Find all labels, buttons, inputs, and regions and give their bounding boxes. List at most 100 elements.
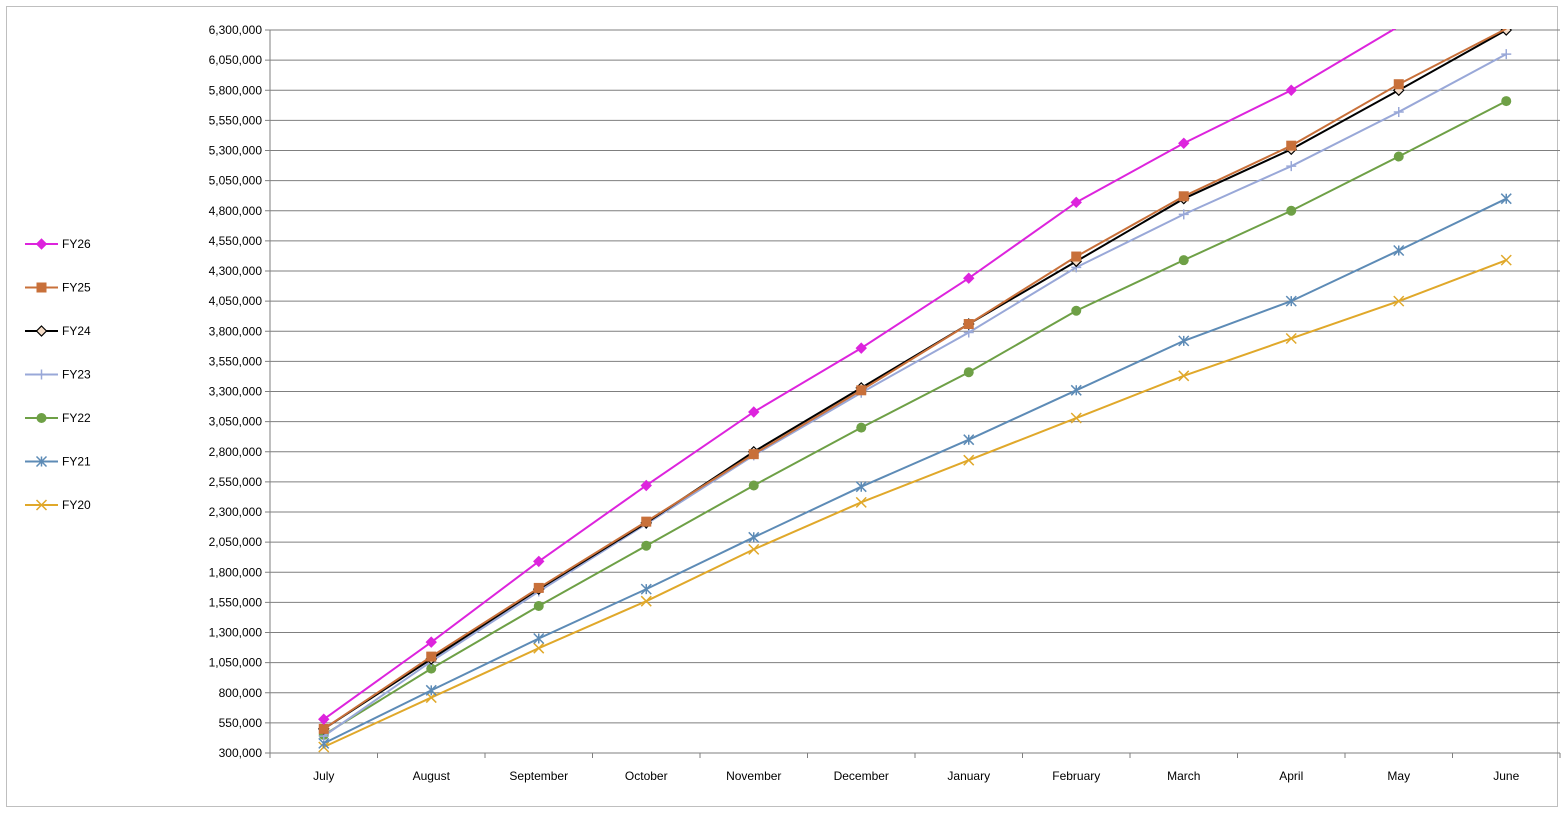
- data-point-fy22: [1286, 205, 1297, 216]
- y-tick-label: 300,000: [219, 746, 263, 760]
- data-point-fy25: [1393, 79, 1404, 90]
- data-point-fy22: [1071, 305, 1082, 316]
- y-tick-label: 4,800,000: [209, 204, 263, 218]
- x-tick-label: December: [834, 769, 889, 783]
- data-point-fy22: [1501, 96, 1512, 107]
- series-line-fy20: [323, 259, 1507, 748]
- y-tick-label: 3,050,000: [209, 415, 263, 429]
- legend-label-fy25: FY25: [62, 281, 91, 295]
- legend: FY26 FY25 FY24 FY23 FY22 FY21 FY20: [25, 237, 91, 512]
- series-fy20: [318, 254, 1512, 753]
- x-tick-label: January: [947, 769, 990, 783]
- data-point-fy25: [1071, 251, 1082, 262]
- series-line-fy24: [323, 29, 1507, 730]
- data-point-fy23: [1286, 161, 1297, 172]
- series-fy24: [317, 29, 1513, 735]
- data-point-fy25: [963, 319, 974, 330]
- y-tick-label: 6,300,000: [209, 23, 263, 37]
- data-point-fy21: [1500, 193, 1512, 205]
- series-line-fy26: [323, 29, 1397, 721]
- data-point-fy26: [748, 406, 760, 418]
- legend-item-fy25: FY25: [25, 281, 91, 295]
- y-tick-label: 5,050,000: [209, 174, 263, 188]
- data-point-fy26: [425, 636, 437, 648]
- data-point-fy21: [640, 583, 652, 595]
- data-point-fy22: [533, 600, 544, 611]
- data-point-fy20: [1500, 254, 1512, 266]
- data-point-fy23: [1501, 49, 1512, 60]
- data-point-fy20: [1285, 332, 1297, 345]
- data-point-fy21: [1178, 335, 1190, 347]
- data-point-fy20: [1178, 370, 1190, 382]
- legend-item-fy20: FY20: [25, 498, 91, 512]
- x-tick-label: September: [509, 769, 568, 783]
- y-tick-label: 5,300,000: [209, 144, 263, 158]
- data-point-fy26: [1285, 84, 1297, 96]
- data-point-fy26: [640, 479, 652, 492]
- y-tick-label: 1,050,000: [209, 656, 263, 670]
- data-point-fy20: [748, 543, 760, 555]
- data-point-fy25: [426, 651, 437, 662]
- series-fy23: [318, 49, 1512, 742]
- y-tick-label: 2,050,000: [209, 535, 263, 549]
- series-line-fy23: [323, 53, 1507, 737]
- y-tick-label: 2,300,000: [209, 505, 263, 519]
- legend-label-fy23: FY23: [62, 368, 91, 382]
- data-point-fy20: [1070, 412, 1082, 424]
- y-tick-label: 3,300,000: [209, 385, 263, 399]
- x-tick-label: October: [625, 769, 668, 783]
- data-point-fy23: [1178, 209, 1189, 220]
- series-line-fy22: [323, 100, 1507, 736]
- data-point-fy26: [318, 713, 330, 725]
- x-tick-label: April: [1279, 769, 1303, 783]
- data-point-fy21: [1285, 295, 1297, 307]
- y-tick-label: 1,550,000: [209, 595, 263, 609]
- legend-item-fy24: FY24: [25, 324, 91, 338]
- data-point-fy21: [963, 434, 975, 446]
- y-tick-label: 4,050,000: [209, 294, 263, 308]
- legend-item-fy21: FY21: [25, 455, 91, 469]
- y-tick-label: 1,800,000: [209, 565, 263, 579]
- legend-label-fy20: FY20: [62, 498, 91, 512]
- data-point-fy25: [1178, 191, 1189, 202]
- data-point-fy26: [1178, 137, 1190, 149]
- y-tick-label: 1,300,000: [209, 626, 263, 640]
- data-point-fy21: [1393, 244, 1405, 257]
- data-point-fy20: [963, 454, 975, 466]
- y-tick-label: 3,550,000: [209, 354, 263, 368]
- data-point-fy26: [963, 272, 975, 284]
- legend-marker-fy20: [35, 499, 48, 511]
- y-tick-label: 5,800,000: [209, 83, 263, 97]
- legend-marker-fy23: [36, 369, 47, 380]
- series-line-fy25: [323, 29, 1507, 730]
- series-line-fy21: [323, 197, 1507, 745]
- y-tick-label: 4,300,000: [209, 264, 263, 278]
- y-tick-label: 800,000: [219, 686, 263, 700]
- legend-item-fy26: FY26: [25, 237, 91, 251]
- gridlines: [265, 29, 1560, 754]
- data-point-fy25: [1286, 140, 1297, 151]
- data-point-fy21: [1070, 384, 1082, 396]
- legend-marker-fy26: [35, 238, 48, 250]
- data-point-fy25: [318, 723, 329, 734]
- data-point-fy26: [855, 342, 867, 354]
- y-tick-label: 2,550,000: [209, 475, 263, 489]
- data-point-fy22: [963, 367, 974, 378]
- data-point-fy21: [748, 531, 760, 543]
- data-point-fy26: [1070, 196, 1082, 209]
- legend-marker-fy22: [36, 413, 47, 423]
- data-point-fy22: [1178, 255, 1189, 266]
- legend-item-fy22: FY22: [25, 411, 91, 425]
- x-tick-label: November: [726, 769, 781, 783]
- data-point-fy25: [856, 385, 867, 396]
- series-fy22: [318, 96, 1512, 740]
- legend-label-fy22: FY22: [62, 411, 91, 425]
- x-tick-label: August: [413, 769, 451, 783]
- data-point-fy21: [425, 684, 437, 696]
- x-tick-label: July: [313, 769, 334, 783]
- x-tick-label: March: [1167, 769, 1200, 783]
- chart-frame: [6, 6, 1558, 807]
- legend-marker-fy21: [35, 455, 48, 468]
- series-fy25: [318, 29, 1507, 734]
